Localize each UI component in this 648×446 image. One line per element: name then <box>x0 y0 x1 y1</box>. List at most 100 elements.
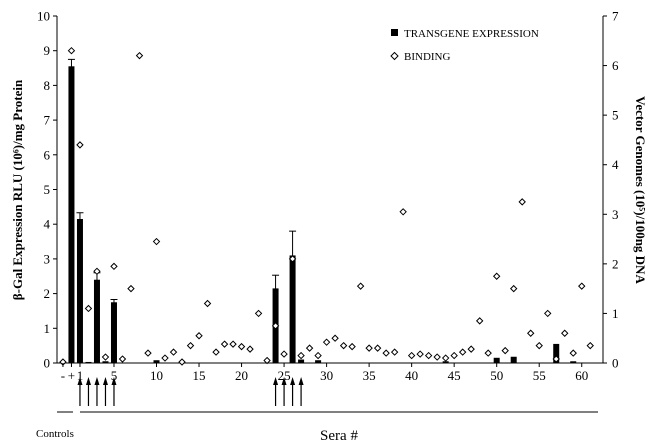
binding-point <box>535 341 543 350</box>
expression-bar <box>570 361 577 363</box>
expression-bar <box>553 343 560 363</box>
binding-point <box>314 351 322 360</box>
x-tick-label: 50 <box>490 368 503 383</box>
x-tick-label: 5 <box>111 368 118 383</box>
binding-point <box>152 237 161 246</box>
x-tick-label: 30 <box>320 368 333 383</box>
binding-point <box>110 262 118 271</box>
binding-point <box>67 46 76 55</box>
binding-point <box>518 198 526 206</box>
serum-arrow-head <box>85 377 91 385</box>
binding-point <box>365 344 373 352</box>
left-tick-label: 9 <box>44 43 51 58</box>
left-tick-label: 0 <box>44 356 51 371</box>
binding-point <box>331 334 339 342</box>
binding-point <box>382 349 390 357</box>
binding-point <box>288 255 297 263</box>
x-tick-label: 10 <box>150 368 163 383</box>
serum-arrow-head <box>298 377 304 385</box>
binding-point <box>305 344 314 352</box>
expression-bar <box>85 361 92 363</box>
binding-point <box>297 351 305 360</box>
controls-label: Controls <box>36 428 74 440</box>
left-tick-label: 10 <box>37 9 50 24</box>
expression-bar <box>68 66 75 363</box>
chart-axes <box>56 16 604 364</box>
expression-bar <box>315 360 322 363</box>
binding-point <box>475 317 484 325</box>
binding-point <box>373 344 382 352</box>
binding-point <box>169 348 178 356</box>
binding-point <box>280 350 288 358</box>
serum-arrow-head <box>281 377 287 385</box>
expression-bar <box>493 357 500 363</box>
binding-point <box>93 267 101 276</box>
binding-point <box>569 349 577 357</box>
x-tick-label: 15 <box>193 368 206 383</box>
binding-point <box>424 351 433 360</box>
legend-diamond-marker <box>390 51 399 61</box>
binding-point <box>509 284 518 293</box>
legend-label-binding: BINDING <box>404 51 450 63</box>
right-tick-label: 6 <box>612 58 619 73</box>
x-tick-label: 40 <box>405 368 418 383</box>
binding-point <box>76 141 84 149</box>
left-tick-label: 2 <box>44 286 51 301</box>
binding-point <box>527 329 535 337</box>
binding-point <box>467 345 475 353</box>
left-tick-label: 1 <box>44 321 51 336</box>
right-tick-label: 3 <box>612 207 619 222</box>
x-tick-label: - <box>61 368 65 383</box>
binding-point <box>407 351 416 360</box>
serum-arrow-head <box>77 377 83 385</box>
binding-point <box>501 346 509 355</box>
right-axis-label: Vector Genomes (10⁵)/100ng DNA <box>633 96 648 284</box>
x-tick-label: 20 <box>235 368 248 383</box>
binding-point <box>578 282 586 290</box>
legend-label-expression: TRANSGENE EXPRESSION <box>404 28 539 40</box>
x-axis-title: Sera # <box>320 428 358 444</box>
legend-square-marker <box>391 29 398 36</box>
binding-point <box>544 309 552 318</box>
binding-point <box>246 345 254 353</box>
legend: TRANSGENE EXPRESSION BINDING <box>390 28 539 63</box>
binding-point <box>127 284 135 293</box>
expression-bars <box>68 66 577 363</box>
binding-point <box>450 351 458 360</box>
expression-bar <box>298 359 305 363</box>
binding-point <box>586 341 594 350</box>
binding-point <box>135 51 144 60</box>
binding-point <box>203 299 212 308</box>
error-bars <box>67 58 297 306</box>
binding-point <box>390 348 399 356</box>
binding-point <box>144 349 152 357</box>
binding-markers <box>59 46 594 366</box>
right-tick-label: 2 <box>612 256 619 271</box>
binding-point <box>229 340 237 348</box>
sera-arrows <box>77 377 304 406</box>
binding-point <box>118 355 127 363</box>
binding-point <box>561 329 569 337</box>
serum-arrow-head <box>94 377 100 385</box>
left-tick-label: 6 <box>44 147 51 162</box>
x-tick-label: 35 <box>363 368 376 383</box>
serum-arrow-head <box>111 377 117 385</box>
x-tick-label: 60 <box>575 368 588 383</box>
expression-bar <box>93 279 100 363</box>
x-tick-label: + <box>68 368 75 383</box>
binding-point <box>84 304 93 313</box>
binding-point <box>254 309 263 318</box>
binding-point <box>178 358 186 366</box>
binding-point <box>492 272 501 280</box>
serum-arrow-head <box>102 377 108 385</box>
binding-point <box>186 341 195 350</box>
binding-point <box>271 322 280 330</box>
left-tick-label: 7 <box>44 113 51 128</box>
x-tick-label: 25 <box>278 368 291 383</box>
right-tick-label: 4 <box>612 157 619 172</box>
serum-arrow-head <box>273 377 279 385</box>
binding-point <box>433 353 441 361</box>
left-tick-label: 8 <box>44 78 51 93</box>
expression-bar <box>153 360 160 363</box>
